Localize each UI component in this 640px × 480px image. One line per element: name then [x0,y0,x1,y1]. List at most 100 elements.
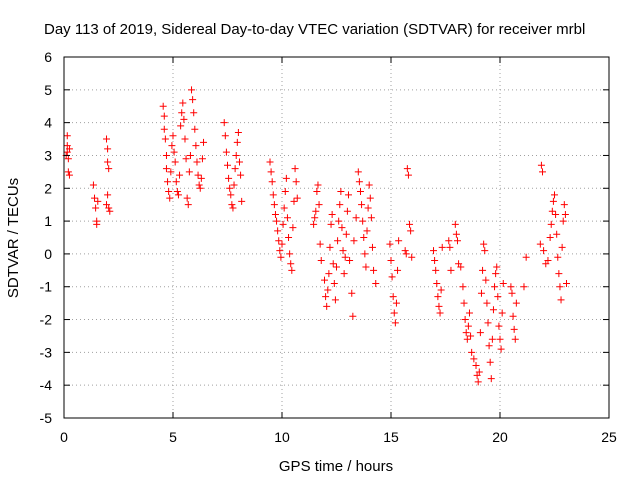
data-point-marker [344,191,352,199]
data-point-marker [364,204,372,212]
data-point-marker [103,135,111,143]
data-point-marker [268,178,276,186]
data-point-marker [394,266,402,274]
data-point-marker [286,250,294,258]
data-point-marker [269,191,277,199]
data-point-marker [520,283,528,291]
data-point-marker [235,158,243,166]
data-point-marker [339,247,347,255]
data-point-marker [185,168,193,176]
data-point-marker [388,273,396,281]
data-point-marker [559,217,567,225]
y-tick-label: 3 [44,147,52,163]
data-point-marker [480,240,488,248]
data-point-marker [103,201,111,209]
y-tick-label: 2 [44,180,52,196]
data-point-marker [94,197,102,205]
x-tick-label: 10 [274,429,290,445]
data-point-marker [509,312,517,320]
data-point-marker [189,96,197,104]
data-point-marker [408,253,416,261]
data-point-marker [317,256,325,264]
data-point-marker [279,220,287,228]
data-point-marker [172,178,180,186]
data-point-marker [197,174,205,182]
data-point-marker [361,250,369,258]
data-point-marker [323,302,331,310]
data-point-marker [475,368,483,376]
x-tick-label: 15 [383,429,399,445]
data-point-marker [548,207,556,215]
data-point-marker [349,312,357,320]
data-point-marker [174,191,182,199]
data-point-marker [464,322,472,330]
data-point-marker [166,194,174,202]
data-point-marker [472,361,480,369]
data-point-marker [104,191,112,199]
data-point-marker [65,171,73,179]
y-axis-title: SDTVAR / TECUs [5,178,22,298]
data-point-marker [485,342,493,350]
y-tick-labels: -5 -4 -3 -2 -1 0 1 2 3 4 5 6 [40,49,53,426]
data-point-marker [487,375,495,383]
y-tick-label: 6 [44,49,52,65]
data-point-marker [477,289,485,297]
data-point-marker [180,115,188,123]
x-axis-title: GPS time / hours [279,458,393,475]
data-point-marker [192,142,200,150]
data-point-marker [392,299,400,307]
data-point-marker [290,197,298,205]
data-point-marker [511,335,519,343]
data-point-marker [63,132,71,140]
data-point-marker [359,217,367,225]
data-point-marker [169,132,177,140]
data-point-marker [356,188,364,196]
data-point-marker [321,276,329,284]
data-point-marker [283,214,291,222]
data-point-marker [280,204,288,212]
data-point-marker [341,253,349,261]
data-point-marker [560,201,568,209]
data-point-marker [289,224,297,232]
data-point-marker [540,247,548,255]
data-point-marker [552,211,560,219]
data-point-marker [562,279,570,287]
x-tick-labels: 0 5 10 15 20 25 [60,429,617,445]
data-point-marker [395,237,403,245]
y-tick-label: -4 [40,377,53,393]
data-point-marker [479,266,487,274]
data-point-marker [551,191,558,199]
data-point-marker [432,266,440,274]
data-point-marker [338,224,346,232]
data-point-marker [404,171,412,179]
data-point-marker [390,309,398,317]
data-point-marker [330,279,338,287]
y-tick-label: 0 [44,246,52,262]
chart-title: Day 113 of 2019, Sidereal Day-to-day VTE… [44,21,585,38]
data-point-marker [546,234,554,241]
data-point-marker [558,243,566,251]
data-point-marker [161,135,169,143]
data-point-marker [508,289,516,297]
data-point-marker [89,181,97,189]
data-point-marker [193,158,201,166]
data-point-marker [474,378,482,386]
data-point-marker [291,165,299,173]
data-point-marker [496,335,504,343]
data-point-marker [228,201,236,209]
data-point-marker [484,319,492,327]
data-point-marker [335,217,343,225]
data-point-marker [325,270,333,278]
data-point-marker [537,161,545,169]
data-point-marker [522,253,530,261]
data-points [62,86,570,386]
data-point-marker [198,155,206,163]
data-point-marker [386,240,394,248]
data-point-marker [363,227,371,235]
data-point-marker [465,309,473,317]
data-point-marker [183,194,191,202]
plot-frame [63,56,610,419]
data-point-marker [293,194,301,202]
data-point-marker [401,247,409,255]
data-point-marker [342,230,350,238]
